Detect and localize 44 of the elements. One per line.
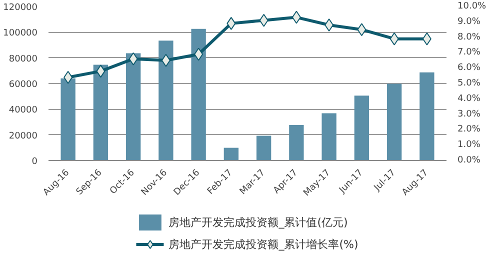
bar bbox=[256, 136, 272, 160]
point bbox=[128, 52, 138, 66]
bar bbox=[322, 113, 336, 160]
legend-label: 房地产开发完成投资额_累计值(亿元) bbox=[168, 214, 348, 230]
bar bbox=[289, 124, 304, 160]
y2-tick-label: 4.0% bbox=[458, 94, 481, 104]
bar bbox=[191, 28, 206, 160]
y-tick-label: 20000 bbox=[8, 131, 38, 142]
bar bbox=[60, 78, 76, 160]
bar bbox=[158, 40, 174, 160]
point bbox=[259, 14, 268, 27]
y-tick-label: 120000 bbox=[3, 3, 38, 13]
y2-tick-label: 10.0% bbox=[458, 2, 487, 12]
point bbox=[422, 32, 432, 46]
y-tick-label: 80000 bbox=[8, 54, 38, 64]
y2-tick-label: 6.0% bbox=[458, 63, 481, 74]
y2-tick-label: 9.0% bbox=[458, 16, 481, 27]
y2-tick-label: 7.0% bbox=[458, 48, 481, 58]
point bbox=[161, 54, 170, 67]
bar bbox=[386, 84, 402, 160]
y2-tick-label: 3.0% bbox=[458, 109, 481, 120]
y-tick-label: 60000 bbox=[8, 80, 38, 90]
bar bbox=[420, 72, 434, 160]
y2-tick-label: 2.0% bbox=[458, 124, 481, 135]
point bbox=[96, 64, 106, 78]
bar bbox=[224, 148, 239, 160]
point bbox=[226, 16, 236, 30]
point bbox=[64, 70, 73, 84]
bar bbox=[126, 53, 141, 160]
point bbox=[324, 18, 334, 32]
point bbox=[357, 23, 366, 36]
bar bbox=[354, 96, 370, 160]
point bbox=[194, 48, 204, 61]
y2-tick-label: 1.0% bbox=[458, 140, 481, 150]
y2-tick-label: 0.0% bbox=[458, 156, 481, 166]
y2-tick-label: 5.0% bbox=[458, 78, 481, 88]
y2-tick-label: 8.0% bbox=[458, 32, 481, 42]
y-tick-label: 0 bbox=[32, 157, 38, 167]
y-tick-label: 40000 bbox=[8, 106, 38, 116]
bar bbox=[93, 64, 108, 160]
point bbox=[292, 10, 301, 24]
y-tick-label: 100000 bbox=[3, 28, 38, 39]
legend-label: 房地产开发完成投资额_累计增长率(%) bbox=[168, 236, 358, 252]
point bbox=[390, 32, 399, 46]
